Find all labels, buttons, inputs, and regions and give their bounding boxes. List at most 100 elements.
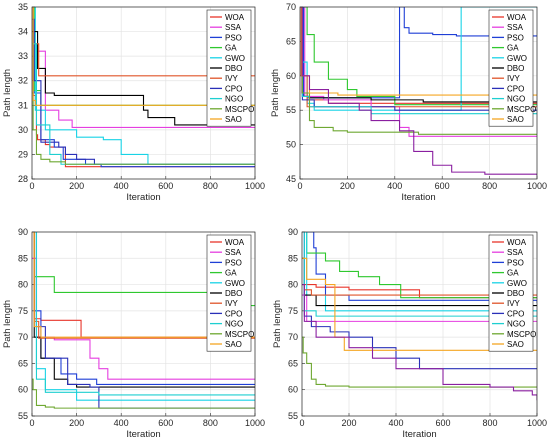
legend-label: CPO (507, 309, 524, 318)
y-axis-label: Path length (2, 69, 13, 117)
x-tick-label: 800 (482, 181, 497, 191)
legend-label: CPO (225, 309, 242, 318)
legend-label: SAO (225, 340, 242, 349)
y-axis-label: Path length (270, 69, 281, 117)
series-line-mscpo (300, 7, 537, 135)
x-tick-label: 400 (114, 418, 129, 428)
x-tick-label: 1000 (527, 418, 547, 428)
x-tick-label: 0 (297, 181, 302, 191)
series-line-ngo (32, 232, 255, 396)
y-tick-label: 70 (18, 332, 28, 342)
legend-label: SSA (225, 248, 242, 257)
legend-label: NGO (507, 95, 525, 104)
x-tick-label: 200 (69, 181, 84, 191)
legend-label: IVY (507, 74, 521, 83)
legend-label: MSCPO (507, 105, 536, 114)
legend-label: MSCPO (507, 330, 536, 339)
series-line-pso (302, 232, 537, 303)
y-tick-label: 34 (18, 27, 28, 37)
series-line-ngo (32, 43, 255, 165)
y-tick-label: 33 (18, 51, 28, 61)
legend-label: GWO (507, 279, 527, 288)
x-tick-label: 400 (388, 418, 403, 428)
legend-label: WOA (225, 238, 245, 247)
x-tick-label: 800 (203, 181, 218, 191)
y-tick-label: 75 (18, 306, 28, 316)
y-tick-label: 55 (288, 411, 298, 421)
x-tick-label: 600 (435, 418, 450, 428)
y-tick-label: 28 (18, 174, 28, 184)
x-tick-label: 600 (158, 181, 173, 191)
legend-label: SSA (507, 248, 524, 257)
x-tick-label: 0 (299, 418, 304, 428)
legend-label: GA (225, 269, 237, 278)
legend-label: NGO (225, 320, 243, 329)
y-tick-label: 60 (286, 71, 296, 81)
x-tick-label: 0 (29, 418, 34, 428)
y-tick-label: 65 (286, 36, 296, 46)
legend-label: IVY (507, 299, 521, 308)
y-tick-label: 60 (18, 385, 28, 395)
y-tick-label: 32 (18, 76, 28, 86)
x-tick-label: 400 (387, 181, 402, 191)
series-line-ga (300, 7, 537, 106)
y-tick-label: 60 (288, 385, 298, 395)
series-line-mscpo (302, 336, 537, 388)
axes-frame (31, 6, 256, 180)
x-tick-label: 1000 (245, 418, 265, 428)
x-tick-label: 1000 (527, 181, 547, 191)
legend-label: WOA (225, 13, 245, 22)
x-tick-label: 200 (341, 418, 356, 428)
series-line-sao (302, 257, 537, 351)
axes-frame (301, 231, 538, 417)
y-axis-label: Path length (272, 300, 283, 348)
legend-label: SAO (507, 115, 524, 124)
y-tick-label: 85 (18, 253, 28, 263)
x-tick-label: 1000 (245, 181, 265, 191)
series-line-cpo (302, 232, 537, 370)
legend-label: GA (225, 44, 237, 53)
legend-label: DBO (507, 289, 524, 298)
legend-label: MSCPO (225, 330, 254, 339)
legend-label: DBO (225, 289, 242, 298)
y-tick-label: 45 (286, 174, 296, 184)
legend-label: CPO (507, 84, 524, 93)
y-tick-label: 31 (18, 100, 28, 110)
legend-label: SAO (507, 340, 524, 349)
x-tick-label: 800 (482, 418, 497, 428)
legend-label: NGO (507, 320, 525, 329)
y-tick-label: 90 (18, 227, 28, 237)
series-line-mscpo-tail (302, 284, 537, 401)
y-tick-label: 85 (288, 253, 298, 263)
series-line-sao (32, 7, 255, 106)
legend-label: PSO (225, 33, 242, 42)
y-axis-label: Path length (2, 300, 13, 348)
y-tick-label: 50 (286, 140, 296, 150)
legend-label: DBO (507, 64, 524, 73)
legend-label: GWO (225, 54, 245, 63)
y-tick-label: 80 (288, 280, 298, 290)
axes-frame (31, 231, 256, 417)
y-tick-label: 65 (288, 358, 298, 368)
y-tick-label: 30 (18, 125, 28, 135)
series-line-gwo (32, 7, 255, 165)
y-tick-label: 70 (288, 332, 298, 342)
series-line-cpo (32, 18, 255, 165)
y-tick-label: 29 (18, 149, 28, 159)
chart-panel-2: 0 200 400 600 800 1000 45 50 55 60 65 70 Iteration Pa… (270, 2, 547, 203)
x-tick-label: 800 (203, 418, 218, 428)
legend-label: WOA (507, 13, 527, 22)
legend-label: IVY (225, 74, 239, 83)
x-axis-label: Iteration (126, 192, 160, 203)
legend-label: GA (507, 44, 519, 53)
y-tick-label: 90 (288, 227, 298, 237)
x-axis-label: Iteration (402, 429, 436, 440)
series-line-sao (32, 232, 255, 338)
legend-label: SSA (507, 23, 524, 32)
legend-label: NGO (225, 95, 243, 104)
legend-label: GWO (507, 54, 527, 63)
